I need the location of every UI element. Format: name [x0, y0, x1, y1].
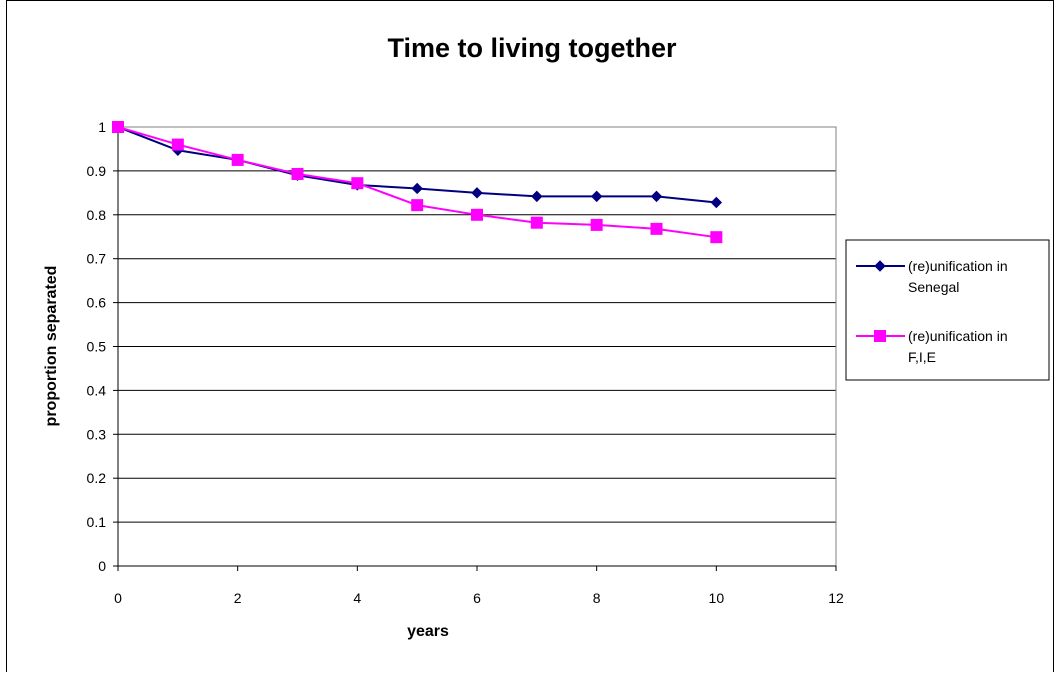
data-point	[710, 196, 723, 209]
x-tick-label: 4	[353, 590, 361, 606]
x-tick-labels: 0 2 4 6 8 10 12	[114, 590, 844, 606]
chart-title: Time to living together	[387, 33, 677, 63]
series-layer	[112, 121, 723, 244]
grid-lines	[118, 126, 836, 523]
data-point	[471, 208, 483, 221]
data-point	[411, 182, 423, 195]
data-point	[590, 190, 603, 203]
legend: (re)unification inSenegal(re)unification…	[845, 239, 1050, 381]
legend-label: (re)unification in	[908, 328, 1008, 344]
x-tick-label: 0	[114, 590, 122, 606]
data-point	[710, 231, 723, 244]
series-1	[112, 121, 723, 209]
data-point	[351, 177, 364, 190]
x-tick-label: 2	[234, 590, 242, 606]
y-tick-label: 0.3	[87, 426, 107, 442]
data-point	[530, 216, 543, 229]
x-tick-label: 6	[473, 590, 481, 606]
data-point	[112, 121, 124, 133]
data-point	[291, 167, 304, 180]
x-tick-label: 8	[593, 590, 601, 606]
x-tick-label: 10	[709, 590, 725, 606]
y-tick-label: 0.7	[87, 251, 107, 267]
y-tick-labels: 0 0.1 0.2 0.3 0.4 0.5 0.6 0.7 0.8 0.9 1	[87, 119, 107, 574]
y-tick-label: 0	[98, 558, 106, 574]
data-point	[231, 153, 244, 166]
y-tick-label: 0.4	[87, 382, 107, 398]
y-tick-label: 0.6	[87, 295, 107, 311]
data-point	[650, 222, 663, 235]
data-point	[531, 190, 543, 203]
y-tick-label: 1	[98, 119, 106, 135]
y-tick-label: 0.5	[87, 339, 107, 355]
y-axis-title: proportion separated	[43, 266, 60, 427]
y-tick-label: 0.8	[87, 207, 107, 223]
data-point	[171, 138, 184, 151]
legend-label: F,I,E	[908, 349, 936, 365]
data-point	[471, 187, 483, 199]
series-2	[112, 121, 723, 244]
data-point	[650, 190, 663, 203]
data-point	[590, 218, 603, 231]
data-point	[411, 199, 424, 212]
x-axis-title: years	[407, 623, 449, 640]
chart-frame	[6, 0, 1054, 672]
legend-label: Senegal	[908, 279, 959, 295]
legend-marker	[874, 330, 886, 342]
y-tick-label: 0.1	[87, 514, 107, 530]
legend-entry-1: (re)unification in Senegal	[856, 258, 1008, 295]
x-tick-label: 12	[828, 590, 844, 606]
legend-label: (re)unification in	[908, 258, 1008, 274]
series-line	[117, 126, 717, 239]
legend-entry-2: (re)unification in F,I,E	[856, 328, 1008, 365]
y-tick-label: 0.2	[87, 470, 107, 486]
y-tick-label: 0.9	[87, 163, 107, 179]
legend-marker	[874, 260, 886, 272]
